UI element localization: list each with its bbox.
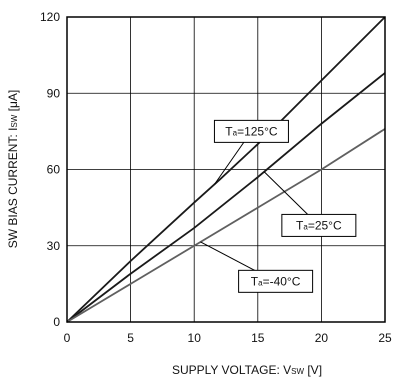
x-axis-label-unit: [V] [304,363,322,377]
x-tick-label: 25 [378,331,392,345]
x-tick-label: 10 [188,331,202,345]
series-line-2 [66,128,386,323]
y-tick-labels: 0 30 60 90 120 [40,10,60,329]
y-tick-label: 30 [47,239,61,253]
y-axis-label-unit: [μA] [6,90,20,115]
annotation-box-0 [213,119,289,143]
x-axis-label-sub: SW [291,367,304,376]
annotation-label-0: Ta=125°C [225,124,278,138]
y-tick-label: 0 [53,315,60,329]
x-tick-label: 5 [127,331,134,345]
x-axis-label: SUPPLY VOLTAGE: VSW [V] [172,363,322,377]
y-tick-label: 120 [40,10,60,24]
annotation-box-2 [238,269,314,293]
series-annotations: Ta=125°C Ta=25°C Ta=-40°C [200,119,357,293]
series-line-1 [66,72,386,323]
annotation-label-1: Ta=25°C [296,218,342,232]
y-tick-label: 90 [47,86,61,100]
annotation-label-2: Ta=-40°C [251,274,301,288]
grid-lines [67,17,385,322]
plot-frame [66,16,386,323]
series-line-0 [66,16,386,323]
x-axis-label-main: SUPPLY VOLTAGE: V [172,363,291,377]
x-tick-labels: 0 5 10 15 20 25 [64,331,392,345]
x-tick-label: 0 [64,331,71,345]
y-tick-label: 60 [47,163,61,177]
x-tick-label: 20 [315,331,329,345]
annotation-box-1 [281,213,357,237]
y-axis-label-main: SW BIAS CURRENT: I [6,128,20,249]
y-axis-label: SW BIAS CURRENT: ISW [μA] [6,90,20,249]
x-tick-label: 15 [251,331,265,345]
y-axis-label-sub: SW [10,114,19,127]
series-lines [66,16,386,323]
